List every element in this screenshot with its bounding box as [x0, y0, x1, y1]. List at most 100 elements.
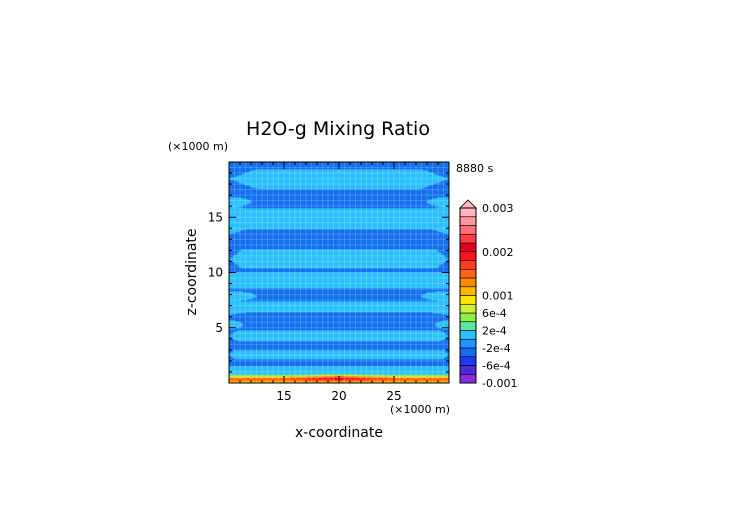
field-cell [243, 324, 436, 326]
field-cell [229, 341, 450, 343]
field-cell [229, 295, 258, 297]
field-cell [229, 170, 252, 172]
field-cell [233, 256, 446, 258]
field-cell [229, 313, 238, 315]
field-cell [249, 199, 430, 201]
field-cell [229, 241, 450, 243]
field-cell [435, 323, 450, 325]
field-cell [229, 265, 240, 267]
field-cell [245, 172, 434, 174]
field-cell [229, 315, 450, 317]
field-cell [447, 336, 450, 338]
field-cell [437, 322, 450, 324]
field-cell [229, 259, 232, 261]
field-cell [357, 374, 450, 376]
field-cell [229, 198, 246, 200]
field-cell [229, 186, 252, 188]
field-cell [437, 326, 450, 328]
field-cell [229, 196, 450, 198]
field-cell [241, 326, 438, 328]
field-cell [231, 356, 448, 358]
field-cell [313, 378, 336, 380]
field-cell [229, 234, 450, 236]
field-cell [249, 185, 430, 187]
field-cell [443, 232, 450, 234]
field-cell [229, 293, 254, 295]
field-cell [435, 173, 450, 175]
field-cell [229, 302, 450, 304]
colorbar-swatch [459, 225, 477, 235]
colorbar-swatch [459, 303, 477, 314]
time-label: 8880 s [456, 162, 493, 175]
field-cell [229, 194, 450, 196]
field-cell [229, 310, 450, 312]
field-cell [229, 337, 234, 339]
field-cell [229, 171, 250, 173]
field-cell [229, 258, 450, 260]
field-cell [237, 181, 442, 183]
field-cell [229, 197, 242, 199]
field-cell [229, 366, 450, 368]
field-cell [229, 353, 450, 355]
colorbar-swatch [459, 312, 477, 323]
field-cell [229, 213, 450, 215]
field-cell [229, 226, 450, 228]
field-cell [447, 352, 450, 354]
field-cell [229, 177, 232, 179]
field-cell [357, 376, 374, 378]
field-cell [243, 325, 436, 327]
field-cell [437, 267, 450, 269]
field-cell [425, 187, 450, 189]
field-cell [243, 183, 436, 185]
field-cell [231, 355, 448, 357]
colorbar-swatch [459, 268, 477, 279]
field-cell [229, 188, 258, 190]
field-cell [237, 264, 442, 266]
colorbar-tick-label: -6e-4 [482, 360, 511, 373]
colorbar-overflow-arrow [459, 199, 477, 209]
field-cell [229, 312, 246, 314]
field-cell [441, 264, 450, 266]
field-cell [251, 200, 428, 202]
colorbar-swatch [459, 321, 477, 331]
field-cell [229, 340, 238, 342]
field-cell [229, 371, 450, 373]
field-cell [229, 370, 450, 372]
field-cell [439, 265, 450, 267]
field-cell [229, 172, 246, 174]
y-tick-label: 15 [208, 210, 223, 224]
field-cell [447, 179, 450, 181]
field-cell [443, 254, 450, 256]
field-cell [229, 304, 450, 306]
field-cell [229, 214, 450, 216]
field-cell [441, 252, 450, 254]
field-cell [229, 280, 450, 282]
field-cell [229, 191, 450, 193]
field-cell [343, 379, 370, 381]
field-cell [431, 299, 450, 301]
field-cell [229, 244, 450, 246]
field-cell [229, 278, 450, 280]
field-cell [229, 235, 450, 237]
field-cell [229, 316, 450, 318]
field-cell [229, 250, 242, 252]
field-cell [447, 177, 450, 179]
field-cell [249, 171, 430, 173]
field-cell [253, 293, 426, 295]
field-cell [305, 376, 322, 378]
field-cell [245, 312, 434, 314]
field-cell [369, 379, 450, 381]
field-cell [229, 180, 236, 182]
field-cell [229, 190, 450, 192]
field-cell [427, 298, 450, 300]
field-cell [229, 308, 450, 310]
x-axis-label: x-coordinate [295, 425, 383, 441]
field-cell [229, 215, 450, 217]
field-cell [391, 377, 450, 379]
field-cell [443, 331, 450, 333]
field-cell [257, 295, 422, 297]
field-cell [433, 172, 450, 174]
field-cell [229, 281, 450, 283]
field-cell [385, 375, 450, 377]
